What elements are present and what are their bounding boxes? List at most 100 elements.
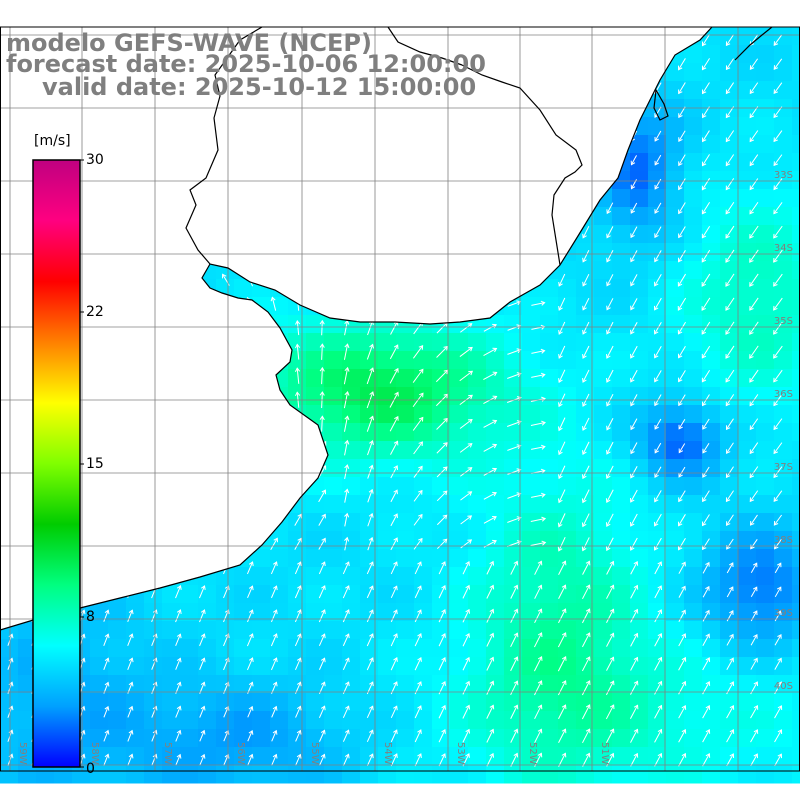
wind-arrow [151,753,158,766]
wind-arrow [773,369,783,383]
field-cell [90,549,109,568]
latitude-label: 36S [774,389,793,400]
wind-arrow [103,753,110,766]
field-cell [162,459,181,478]
field-cell [540,621,559,640]
field-cell [270,297,289,316]
field-cell [180,531,199,550]
wind-arrow [295,343,301,360]
wind-arrow [413,513,423,526]
field-cell [576,477,595,496]
field-cell [576,603,595,622]
field-cell [108,135,127,154]
field-cell [324,117,343,136]
field-cell [414,747,433,766]
field-cell [792,675,800,694]
field-cell [342,207,361,226]
field-cell [414,333,433,352]
wind-arrow [438,561,446,575]
wind-arrow [459,467,473,477]
field-cell [252,747,271,766]
field-cell [252,675,271,694]
wind-arrow [702,514,710,527]
wind-arrow [773,514,783,526]
wind-arrow [486,680,495,695]
field-cell [756,729,775,748]
field-cell [198,243,217,262]
wind-arrow [318,585,326,599]
wind-arrow [270,441,279,455]
wind-arrow [367,536,374,551]
wind-arrow [175,729,182,742]
field-cell [558,423,577,442]
wind-arrow [318,633,326,647]
wind-arrow [102,537,110,550]
field-cell [666,135,685,154]
field-cell [450,225,469,244]
latitude-label: 40S [774,681,793,692]
field-cell [522,297,541,316]
field-cell [252,405,271,424]
wind-arrow [606,441,614,455]
wind-arrow [390,705,398,719]
wind-arrow [127,729,134,742]
field-cell [234,549,253,568]
field-cell [468,531,487,550]
wind-arrow [701,321,711,335]
colorbar-tick-label: 15 [86,456,104,472]
field-cell [0,261,19,280]
field-cell [198,549,217,568]
wind-arrow [774,705,783,719]
wind-arrow [581,680,591,696]
field-cell [774,297,793,316]
field-cell [378,459,397,478]
longitude-label: 51W [599,742,610,765]
field-cell [774,693,793,712]
wind-arrow [270,465,279,479]
latitude-label: 35S [774,316,793,327]
field-cell [252,495,271,514]
field-cell [756,405,775,424]
wind-arrow [507,516,522,523]
field-cell [162,513,181,532]
field-cell [216,369,235,388]
field-cell [684,495,703,514]
wind-arrow [582,33,590,47]
latitude-label: 34S [774,243,793,254]
wind-arrow [630,560,639,575]
wind-arrow [749,418,759,431]
field-cell [666,369,685,388]
field-cell [108,567,127,586]
field-cell [342,333,361,352]
field-cell [738,675,757,694]
wind-arrow [750,753,759,767]
field-cell [162,765,181,784]
field-cell [216,513,235,532]
wind-arrow [654,226,662,239]
field-cell [144,351,163,370]
wind-arrow [221,369,230,383]
field-cell [468,225,487,244]
field-cell [648,495,667,514]
field-cell [702,531,721,550]
wind-arrow [557,656,567,672]
field-cell [558,765,577,784]
wind-arrow [507,108,521,115]
field-cell [738,387,757,406]
field-cell [126,207,145,226]
field-cell [414,441,433,460]
field-cell [360,765,379,784]
field-cell [324,351,343,370]
field-cell [666,117,685,136]
field-cell [180,369,199,388]
field-cell [594,261,613,280]
wind-arrow [221,321,230,335]
field-cell [126,189,145,208]
field-cell [198,423,217,442]
field-cell [216,765,235,784]
wind-arrow [246,153,253,167]
field-cell [252,189,271,208]
wind-arrow [653,297,662,311]
field-cell [612,585,631,604]
wind-arrow [749,225,759,239]
